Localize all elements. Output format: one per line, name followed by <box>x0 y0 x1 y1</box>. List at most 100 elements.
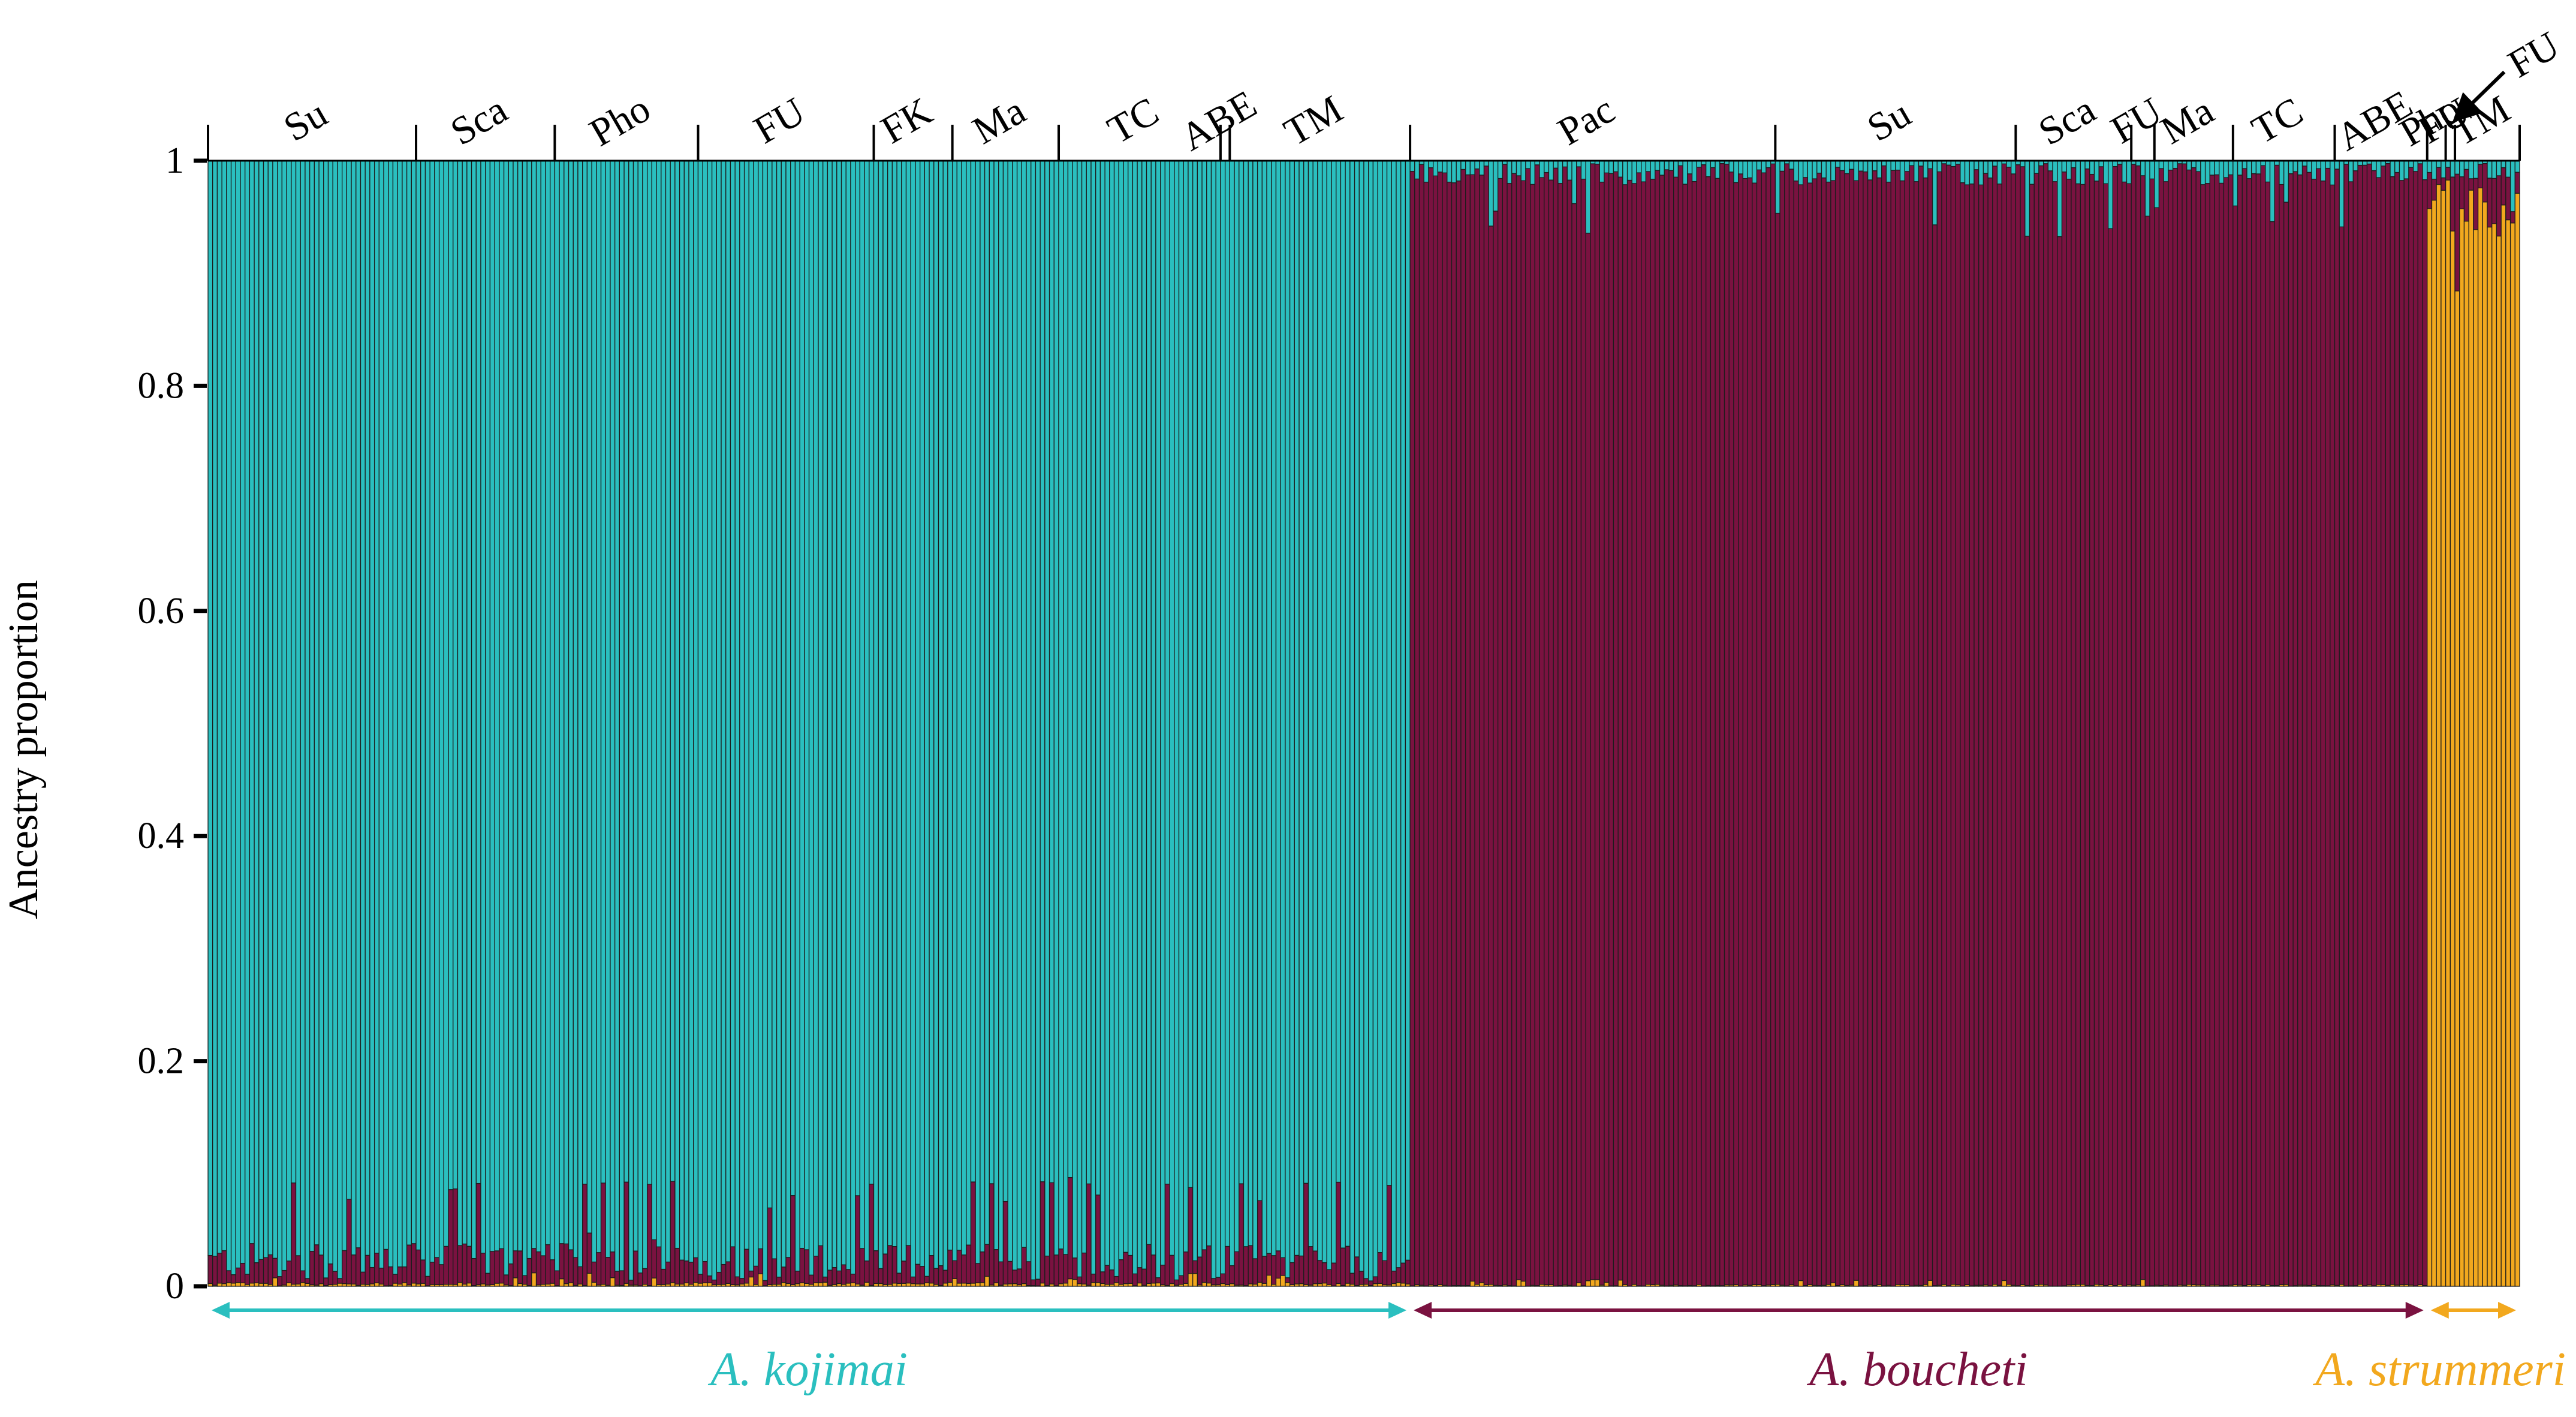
bar-segment <box>891 1245 897 1284</box>
bar-individual <box>1340 160 1346 1287</box>
bar-segment <box>1437 160 1443 173</box>
bar-individual <box>637 160 643 1287</box>
bar-segment <box>1802 160 1808 178</box>
bar-individual <box>1081 160 1087 1287</box>
bar-segment <box>1275 1277 1281 1287</box>
bar-individual <box>721 160 727 1287</box>
bar-segment <box>2269 221 2275 1286</box>
bar-individual <box>2265 160 2271 1287</box>
bar-segment <box>1372 1276 1378 1284</box>
bar-segment <box>1280 1257 1286 1276</box>
bar-segment <box>2427 172 2433 209</box>
bar-segment <box>314 160 320 1245</box>
bar-segment <box>748 160 754 1272</box>
bar-individual <box>1271 160 1277 1287</box>
y-tick-label: 0.4 <box>138 816 185 856</box>
bar-individual <box>1738 160 1744 1287</box>
bar-segment <box>1728 172 1734 1286</box>
bar-segment <box>2122 160 2128 183</box>
bar-segment <box>1090 1273 1096 1283</box>
bar-individual <box>961 160 967 1287</box>
bar-individual <box>2500 160 2506 1287</box>
bar-segment <box>2505 160 2511 177</box>
bar-individual <box>277 160 283 1287</box>
bar-segment <box>2496 175 2502 237</box>
bar-individual <box>1617 160 1623 1287</box>
bar-individual <box>327 160 333 1287</box>
bar-segment <box>1687 160 1693 175</box>
species-range-arrow <box>2430 1302 2516 1319</box>
bar-segment <box>1021 1283 1027 1287</box>
bar-segment <box>415 1249 421 1284</box>
bar-segment <box>559 1243 565 1280</box>
bar-segment <box>989 1183 995 1286</box>
bar-segment <box>1867 160 1873 180</box>
bar-segment <box>1266 1274 1272 1287</box>
bar-segment <box>2011 173 2017 1286</box>
bar-segment <box>873 1283 879 1287</box>
bar-segment <box>2450 230 2456 1287</box>
bar-segment <box>1104 160 1110 1266</box>
bar-segment <box>707 1275 713 1283</box>
bar-individual <box>1104 160 1110 1287</box>
bar-segment <box>1830 180 1836 1283</box>
bar-segment <box>1747 160 1753 179</box>
bar-segment <box>360 1271 366 1285</box>
bar-segment <box>656 1246 662 1285</box>
bar-segment <box>2408 167 2414 1286</box>
bar-individual <box>646 160 653 1287</box>
bar-segment <box>2057 160 2063 237</box>
bar-individual <box>1631 160 1637 1287</box>
bar-individual <box>2061 160 2067 1287</box>
bar-segment <box>956 1283 962 1287</box>
bar-segment <box>2468 160 2474 179</box>
bar-segment <box>822 1281 828 1287</box>
bar-segment <box>1109 1269 1115 1285</box>
bar-segment <box>2228 160 2234 176</box>
bar-individual <box>360 160 366 1287</box>
bar-individual <box>758 160 764 1287</box>
bar-segment <box>1280 1275 1286 1287</box>
bar-segment <box>1261 160 1267 1257</box>
bar-individual <box>1090 160 1096 1287</box>
bar-segment <box>1372 1283 1378 1287</box>
bar-segment <box>351 160 357 1256</box>
bar-segment <box>1821 160 1827 179</box>
bar-individual <box>725 160 731 1287</box>
bar-segment <box>1400 160 1406 1263</box>
species-range-arrow <box>1414 1302 2424 1319</box>
bar-segment <box>1645 160 1651 172</box>
bar-segment <box>1673 160 1679 177</box>
population-label: Ma <box>965 89 1033 153</box>
bar-segment <box>1604 160 1610 174</box>
bar-segment <box>1077 160 1083 1278</box>
bar-individual <box>1844 160 1850 1287</box>
bar-individual <box>1483 160 1489 1287</box>
bar-individual <box>1839 160 1845 1287</box>
bar-individual <box>2089 160 2095 1287</box>
bar-segment <box>1099 1271 1105 1284</box>
bar-segment <box>240 160 246 1264</box>
bar-individual <box>1502 160 1508 1287</box>
bar-segment <box>1377 1283 1383 1287</box>
bar-segment <box>1779 160 1785 172</box>
bar-segment <box>1067 160 1073 1178</box>
bar-individual <box>1224 160 1231 1287</box>
bar-segment <box>2431 200 2437 1287</box>
bar-segment <box>910 160 916 1278</box>
bar-segment <box>1585 233 1591 1281</box>
bar-segment <box>758 1273 764 1287</box>
bar-segment <box>758 1248 764 1274</box>
bar-segment <box>1493 210 1499 1286</box>
bar-segment <box>610 160 616 1253</box>
bar-segment <box>1285 1282 1291 1287</box>
bar-individual <box>1659 160 1665 1287</box>
bar-segment <box>688 1262 694 1285</box>
bar-segment <box>1890 170 1896 1287</box>
bar-segment <box>1987 160 1993 179</box>
bar-segment <box>1303 160 1309 1184</box>
bar-segment <box>799 1282 805 1287</box>
bar-segment <box>993 1249 999 1283</box>
bar-individual <box>513 160 519 1287</box>
bar-individual <box>767 160 773 1287</box>
